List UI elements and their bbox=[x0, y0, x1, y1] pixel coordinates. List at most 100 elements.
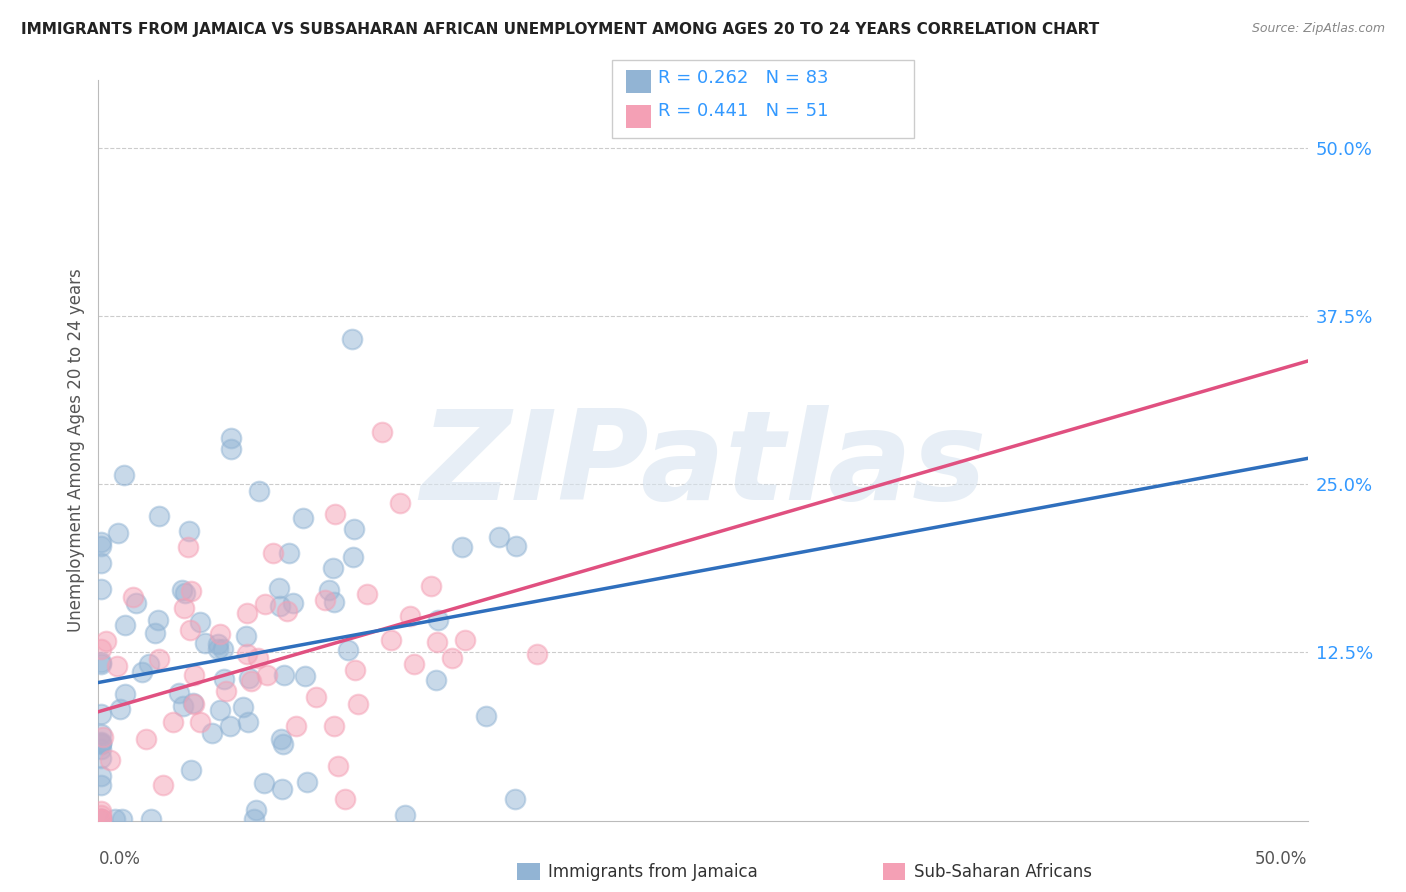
Point bbox=[505, 539, 527, 553]
Point bbox=[271, 782, 294, 797]
Point bbox=[253, 597, 276, 611]
Point bbox=[90, 726, 112, 740]
Point bbox=[246, 651, 269, 665]
Point bbox=[148, 651, 170, 665]
Point bbox=[93, 730, 115, 744]
Point bbox=[347, 697, 370, 711]
Point bbox=[247, 483, 270, 498]
Point bbox=[335, 791, 357, 805]
Point bbox=[336, 643, 359, 657]
Point bbox=[322, 595, 344, 609]
Point bbox=[526, 648, 548, 662]
Point bbox=[342, 332, 364, 346]
Point bbox=[131, 665, 153, 679]
Point bbox=[342, 550, 364, 565]
Point bbox=[294, 669, 316, 683]
Point bbox=[201, 726, 224, 740]
Point bbox=[326, 759, 349, 773]
Point bbox=[323, 508, 346, 522]
Point bbox=[172, 699, 194, 714]
Point bbox=[188, 714, 211, 729]
Point bbox=[291, 510, 314, 524]
Point bbox=[90, 736, 112, 750]
Point bbox=[162, 714, 184, 729]
Point bbox=[208, 627, 231, 641]
Point bbox=[107, 525, 129, 540]
Point bbox=[273, 667, 295, 681]
Y-axis label: Unemployment Among Ages 20 to 24 years: Unemployment Among Ages 20 to 24 years bbox=[66, 268, 84, 632]
Point bbox=[269, 581, 291, 595]
Point bbox=[179, 524, 201, 539]
Point bbox=[90, 706, 112, 721]
Point bbox=[323, 719, 346, 733]
Point bbox=[148, 509, 170, 524]
Point bbox=[90, 737, 112, 751]
Point bbox=[488, 530, 510, 544]
Point bbox=[239, 673, 262, 688]
Point bbox=[451, 540, 474, 554]
Point bbox=[394, 807, 416, 822]
Point bbox=[90, 779, 112, 793]
Point bbox=[253, 776, 276, 790]
Point bbox=[90, 735, 112, 749]
Point bbox=[322, 561, 344, 575]
Point bbox=[219, 431, 242, 445]
Point bbox=[238, 715, 260, 730]
Point bbox=[232, 699, 254, 714]
Point bbox=[419, 579, 441, 593]
Point bbox=[139, 812, 162, 826]
Point bbox=[170, 582, 193, 597]
Text: 50.0%: 50.0% bbox=[1256, 850, 1308, 868]
Point bbox=[236, 647, 259, 661]
Point bbox=[256, 667, 278, 681]
Point bbox=[183, 698, 205, 712]
Text: Source: ZipAtlas.com: Source: ZipAtlas.com bbox=[1251, 22, 1385, 36]
Point bbox=[276, 604, 298, 618]
Point bbox=[112, 467, 135, 482]
Point bbox=[90, 805, 112, 819]
Point bbox=[285, 719, 308, 733]
Point bbox=[207, 637, 229, 651]
Point bbox=[399, 609, 422, 624]
Point bbox=[90, 812, 112, 826]
Point bbox=[475, 709, 498, 723]
Point bbox=[138, 657, 160, 671]
Point bbox=[179, 623, 201, 637]
Point bbox=[90, 812, 112, 826]
Point bbox=[98, 753, 121, 767]
Point bbox=[90, 582, 112, 596]
Point bbox=[90, 812, 112, 826]
Point bbox=[207, 642, 229, 657]
Point bbox=[243, 812, 266, 826]
Point bbox=[219, 442, 242, 457]
Text: R = 0.262   N = 83: R = 0.262 N = 83 bbox=[658, 69, 828, 87]
Point bbox=[90, 741, 112, 756]
Text: ZIPatlas: ZIPatlas bbox=[420, 405, 986, 525]
Point bbox=[426, 635, 449, 649]
Point bbox=[90, 655, 112, 669]
Point bbox=[194, 636, 217, 650]
Text: 0.0%: 0.0% bbox=[98, 850, 141, 868]
Point bbox=[146, 613, 169, 627]
Point bbox=[188, 615, 211, 630]
Text: Immigrants from Jamaica: Immigrants from Jamaica bbox=[548, 863, 758, 881]
Point bbox=[209, 703, 232, 717]
Point bbox=[270, 731, 292, 746]
Point bbox=[177, 540, 200, 554]
Point bbox=[219, 719, 242, 733]
Point bbox=[305, 690, 328, 704]
Point bbox=[262, 546, 284, 560]
Point bbox=[271, 737, 294, 751]
Point bbox=[425, 673, 447, 687]
Point bbox=[212, 642, 235, 657]
Point bbox=[427, 613, 450, 627]
Point bbox=[389, 496, 412, 510]
Point bbox=[90, 751, 112, 765]
Point bbox=[380, 632, 402, 647]
Point bbox=[343, 522, 366, 536]
Point bbox=[114, 687, 136, 701]
Text: IMMIGRANTS FROM JAMAICA VS SUBSAHARAN AFRICAN UNEMPLOYMENT AMONG AGES 20 TO 24 Y: IMMIGRANTS FROM JAMAICA VS SUBSAHARAN AF… bbox=[21, 22, 1099, 37]
Point bbox=[235, 629, 257, 643]
Point bbox=[503, 792, 526, 806]
Point bbox=[90, 556, 112, 570]
